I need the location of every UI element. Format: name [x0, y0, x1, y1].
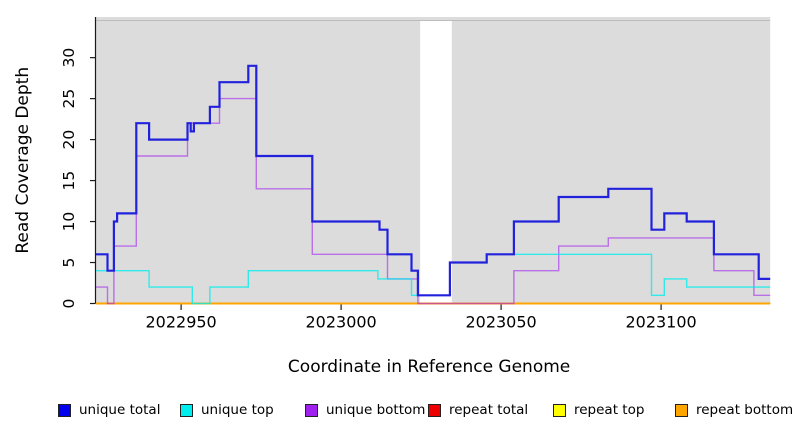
coverage-gap-band — [420, 20, 452, 304]
legend-swatch-unique-total — [58, 403, 71, 417]
legend-label: unique total — [79, 402, 161, 418]
x-axis-tick-label: 2023050 — [465, 313, 536, 332]
legend-label: repeat bottom — [696, 402, 792, 418]
legend-item-unique-bottom: unique bottom — [305, 399, 425, 421]
legend-label: repeat total — [449, 402, 529, 418]
chart-legend: unique total unique top unique bottom re… — [0, 399, 792, 423]
legend-label: repeat top — [574, 402, 645, 418]
y-axis-tick-label: 15 — [60, 171, 78, 191]
x-axis-tick-label: 2023000 — [305, 313, 376, 332]
x-axis-tick-label: 2023100 — [625, 313, 696, 332]
y-axis-tick-label: 0 — [60, 299, 78, 309]
y-axis-tick-label: 30 — [60, 48, 78, 68]
legend-swatch-repeat-bottom — [675, 403, 688, 417]
legend-swatch-repeat-total — [428, 403, 441, 417]
legend-label: unique top — [201, 402, 274, 418]
y-axis-tick-label: 20 — [60, 130, 78, 150]
legend-swatch-unique-bottom — [305, 403, 318, 417]
y-axis-tick-label: 10 — [60, 212, 78, 232]
x-axis-title: Coordinate in Reference Genome — [288, 357, 570, 377]
legend-item-unique-top: unique top — [180, 399, 274, 421]
y-axis-tick-label: 25 — [60, 89, 78, 109]
x-axis-tick-label: 2022950 — [145, 313, 216, 332]
legend-swatch-repeat-top — [553, 403, 566, 417]
legend-item-repeat-bottom: repeat bottom — [675, 399, 792, 421]
series-line-unique-top — [96, 253, 771, 305]
legend-item-unique-total: unique total — [58, 399, 160, 421]
series-line-unique-total — [96, 64, 771, 297]
series-line-unique-bottom — [96, 97, 771, 305]
legend-swatch-unique-top — [180, 403, 193, 417]
legend-label: unique bottom — [326, 402, 426, 418]
legend-item-repeat-top: repeat top — [553, 399, 644, 421]
y-axis-tick-label: 5 — [60, 258, 78, 268]
y-axis-title: Read Coverage Depth — [13, 67, 33, 254]
legend-item-repeat-total: repeat total — [428, 399, 528, 421]
